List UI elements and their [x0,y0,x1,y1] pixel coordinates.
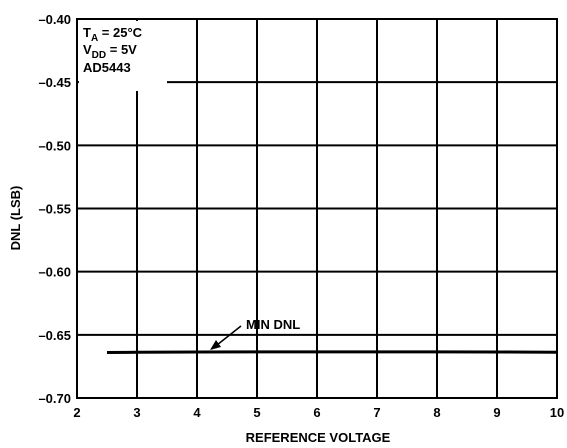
x-tick-label: 6 [313,405,320,420]
vdd-label: VDD = 5V [83,42,137,61]
x-tick-label: 10 [550,405,564,420]
y-tick-label: –0.65 [38,328,71,343]
grid [77,19,557,398]
y-tick-label: –0.70 [38,391,71,406]
y-tick-label: –0.50 [38,138,71,153]
y-tick-label: –0.60 [38,265,71,280]
part-label: AD5443 [83,60,131,75]
x-axis-label: REFERENCE VOLTAGE [246,430,391,445]
conditions-box: TA = 25°C VDD = 5V AD5443 [79,21,167,91]
plot-frame [76,18,558,399]
annotation-arrowhead [210,340,221,350]
y-tick-label: –0.55 [38,202,71,217]
series-line-min-dnl [106,350,558,354]
annotation-arrow-line [216,325,242,346]
annotation-text: MIN DNL [246,317,300,332]
x-tick-label: 7 [373,405,380,420]
annotation-min-dnl: MIN DNL [210,317,300,350]
x-tick-label: 8 [433,405,440,420]
y-axis-label: DNL (LSB) [8,186,23,251]
series-group [106,350,558,354]
x-tick-label: 4 [193,405,201,420]
y-tick-labels: –0.40 –0.45 –0.50 –0.55 –0.60 –0.65 –0.70 [38,12,71,406]
y-tick-label: –0.45 [38,75,71,90]
x-tick-label: 9 [493,405,500,420]
x-tick-label: 2 [73,405,80,420]
x-tick-labels: 2 3 4 5 6 7 8 9 10 [73,405,564,420]
conditions-background [79,21,167,91]
ta-label: TA = 25°C [83,25,143,44]
x-tick-label: 5 [253,405,260,420]
y-tick-label: –0.40 [38,12,71,27]
x-tick-label: 3 [133,405,140,420]
